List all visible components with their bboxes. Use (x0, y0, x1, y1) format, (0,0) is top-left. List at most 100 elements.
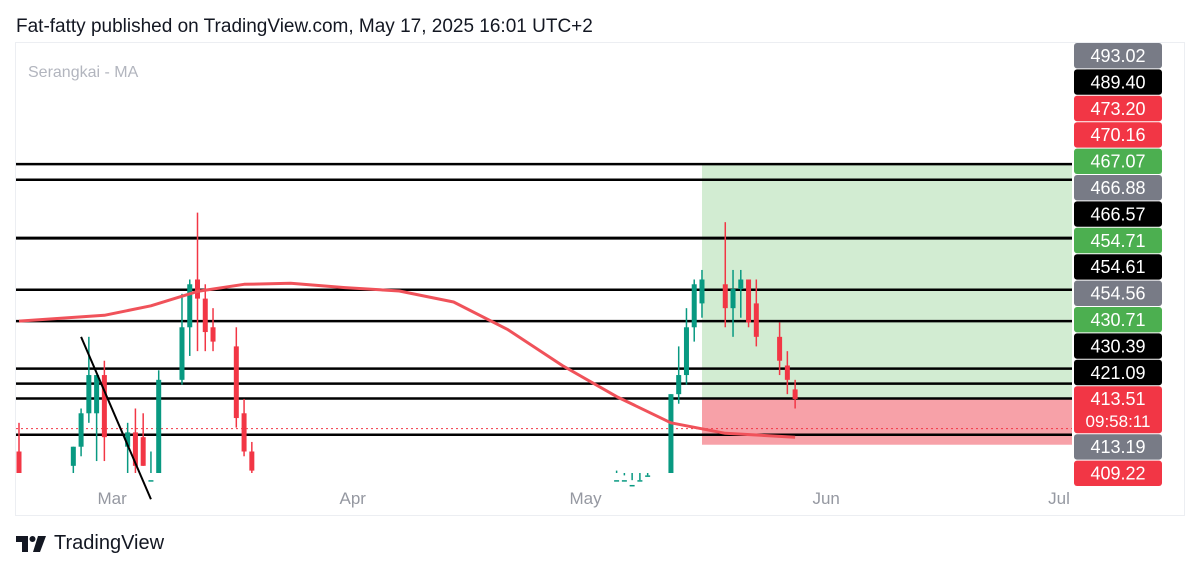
candle-body (668, 394, 674, 473)
x-tick-label: Apr (339, 489, 366, 508)
price-label: 413.19 (1074, 434, 1162, 460)
candle-body (249, 451, 255, 471)
candle-body (699, 279, 705, 304)
price-label: 470.16 (1074, 122, 1162, 148)
candle-body (629, 484, 635, 487)
chart-title: Serangkai - MA (28, 64, 139, 81)
price-label-bg (1074, 95, 1162, 122)
price-label-text: 454.61 (1090, 257, 1145, 277)
candle-body (187, 284, 193, 328)
candle-body (78, 413, 84, 447)
price-label-bg (1074, 122, 1162, 148)
price-label: 421.09 (1074, 359, 1162, 386)
countdown-text: 09:58:11 (1086, 412, 1151, 431)
tradingview-brand[interactable]: TradingView (54, 532, 165, 554)
price-label: 473.20 (1074, 95, 1162, 122)
candle-body (94, 375, 100, 414)
publish-info-header: Fat-fatty published on TradingView.com, … (16, 16, 593, 37)
position-zones (702, 164, 1072, 445)
price-label-text: 454.71 (1090, 231, 1145, 251)
price-label-text: 467.07 (1090, 152, 1145, 172)
price-label-text: 413.19 (1090, 437, 1145, 457)
price-label-bg (1074, 386, 1162, 434)
candle-body (621, 480, 627, 482)
candle-body (777, 336, 783, 361)
price-label-text: 466.88 (1090, 178, 1145, 198)
price-label: 466.88 (1074, 175, 1162, 201)
price-label-bg (1074, 201, 1162, 227)
price-label: 489.40 (1074, 69, 1162, 95)
price-label-text: 454.56 (1090, 284, 1145, 304)
price-label-bg (1074, 359, 1162, 386)
price-axis[interactable]: 493.02 489.40 473.20 470.16 467.07 466.88 466.… (1074, 43, 1162, 486)
price-label: 409.22 (1074, 460, 1162, 486)
candle-body (125, 432, 131, 447)
price-label: 430.39 (1074, 333, 1162, 359)
price-label-bg (1074, 69, 1162, 95)
price-label-text: 430.71 (1090, 310, 1145, 330)
candle-body (132, 432, 138, 466)
price-label: 454.56 (1074, 280, 1162, 306)
price-label-text: 413.51 (1090, 389, 1145, 409)
price-label-text: 409.22 (1090, 464, 1145, 484)
price-label-bg (1074, 148, 1162, 174)
x-tick-label: Mar (97, 489, 127, 508)
candle-body (140, 437, 146, 466)
candle-body (156, 379, 162, 473)
x-tick-label: Jun (812, 489, 839, 508)
candle-body (691, 284, 697, 328)
price-label-bg (1074, 254, 1162, 280)
price-label: 430.71 (1074, 307, 1162, 333)
price-label-text: 430.39 (1090, 336, 1145, 356)
candle-body (730, 289, 736, 309)
candle-body (16, 451, 22, 473)
x-tick-label: May (570, 489, 603, 508)
chart-frame[interactable]: Mar Apr May Jun Jul 493.02 489.40 473.20 470.16… (15, 42, 1185, 516)
candle-body (202, 298, 208, 333)
candle-body (70, 446, 76, 466)
candle-body (637, 480, 643, 482)
x-tick-label: Jul (1048, 489, 1070, 508)
candle-body (101, 375, 107, 438)
candle-body (645, 475, 651, 477)
candle-body (792, 389, 798, 399)
price-label: 467.07 (1074, 148, 1162, 174)
ma-line (18, 281, 796, 439)
footer: TradingView (16, 532, 164, 555)
price-label-text: 473.20 (1090, 99, 1145, 119)
trend-line (80, 336, 152, 500)
price-label-bg (1074, 307, 1162, 333)
tradingview-logo-icon[interactable] (16, 535, 46, 552)
price-label: 493.02 (1074, 43, 1162, 69)
price-label-bg (1074, 460, 1162, 486)
candle-body (676, 375, 682, 395)
price-label: 454.61 (1074, 254, 1162, 280)
price-label-text: 493.02 (1090, 46, 1145, 66)
candle-body (233, 346, 239, 419)
price-label-bg (1074, 43, 1162, 69)
price-label-text: 466.57 (1090, 204, 1145, 224)
candle-body (753, 303, 759, 337)
candle-body (738, 279, 744, 290)
price-label-bg (1074, 175, 1162, 201)
price-label-text: 421.09 (1090, 363, 1145, 383)
candle-body (179, 327, 185, 380)
price-label-text: 489.40 (1090, 72, 1145, 92)
loss-zone (702, 398, 1072, 445)
price-label: 413.51 09:58:11 (1074, 386, 1162, 434)
moving-average (18, 281, 796, 439)
candle-body (148, 480, 154, 482)
price-label: 454.71 (1074, 227, 1162, 254)
candle-body (86, 375, 92, 414)
candlestick-chart[interactable]: Mar Apr May Jun Jul 493.02 489.40 473.20 470.16… (16, 43, 1184, 515)
profit-zone (702, 164, 1072, 399)
price-label-bg (1074, 333, 1162, 359)
candle-body (210, 327, 216, 342)
candle-body (722, 284, 728, 309)
candles (16, 212, 798, 500)
candle-body (683, 327, 689, 376)
candle-body (614, 480, 620, 482)
candle-body (241, 413, 247, 452)
candle-body (195, 279, 201, 299)
price-label-bg (1074, 280, 1162, 306)
